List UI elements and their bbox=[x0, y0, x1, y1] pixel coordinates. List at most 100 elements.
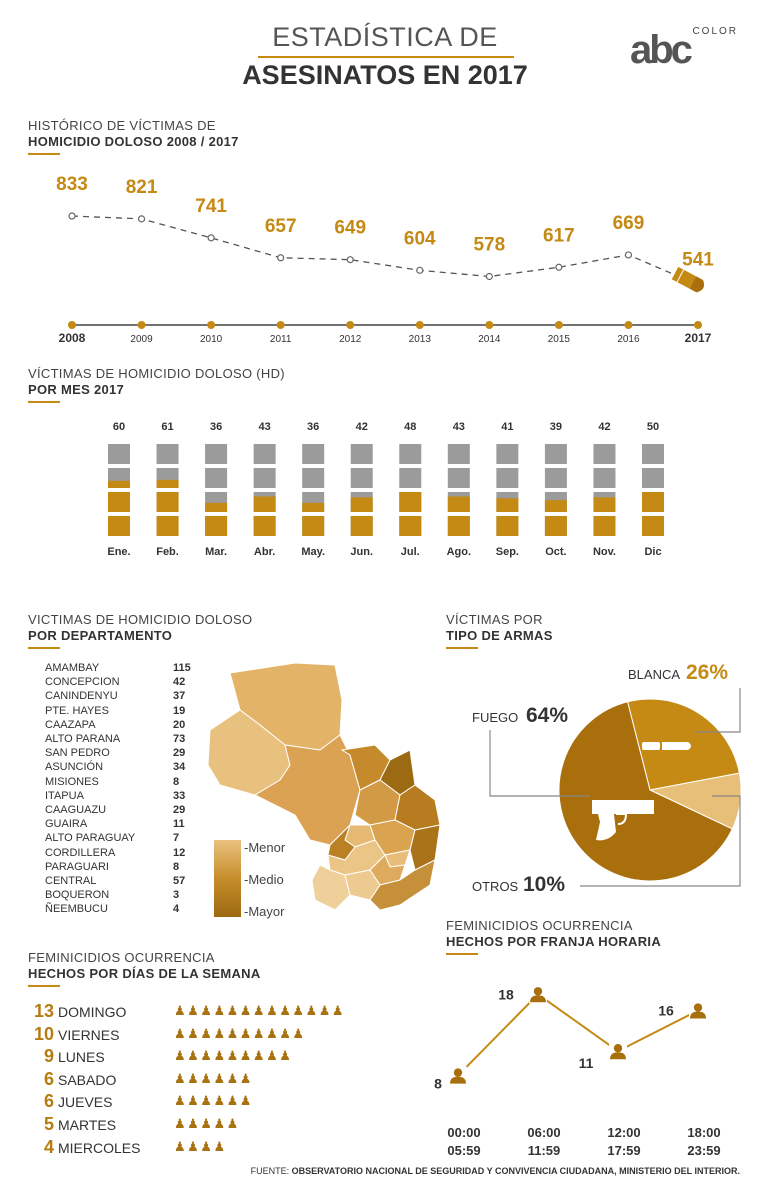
person-marker-body bbox=[530, 995, 546, 1003]
department-name: PARAGUARI bbox=[45, 860, 109, 873]
hours-range-start: 12:00 bbox=[607, 1125, 640, 1140]
month-value-label: 36 bbox=[307, 421, 319, 433]
month-name-label: Abr. bbox=[254, 546, 275, 558]
department-name: ALTO PARAGUAY bbox=[45, 832, 136, 845]
hours-title-line2: HECHOS POR FRANJA HORARIA bbox=[446, 934, 662, 949]
weekday-row: 9 LUNES ♟♟♟♟♟♟♟♟♟ bbox=[28, 1046, 291, 1066]
department-name: BOQUERON bbox=[45, 889, 110, 902]
department-value: 42 bbox=[173, 676, 186, 689]
department-row: MISIONES 8 bbox=[45, 775, 179, 789]
department-row: ASUNCIÓN 34 bbox=[45, 760, 185, 774]
department-row: PARAGUARI 8 bbox=[45, 860, 179, 874]
department-row: ALTO PARANA 73 bbox=[45, 732, 185, 746]
hours-line-chart: 8 00:00 05:59 18 06:00 11:59 11 12:00 17:59 16 18:… bbox=[434, 985, 721, 1158]
department-value: 73 bbox=[173, 733, 186, 745]
historic-point bbox=[68, 212, 76, 220]
map-legend-mid: -Medio bbox=[244, 872, 284, 887]
historic-underline bbox=[28, 153, 60, 155]
historic-year-label: 2017 bbox=[685, 331, 712, 345]
weekday-row: 4 MIERCOLES ♟♟♟♟ bbox=[28, 1136, 225, 1157]
footer-source-text: OBSERVATORIO NACIONAL DE SEGURIDAD Y CON… bbox=[291, 1166, 740, 1176]
person-marker-head bbox=[693, 1003, 703, 1012]
month-bar-fill bbox=[253, 516, 276, 536]
weapons-underline bbox=[446, 647, 478, 649]
department-value: 33 bbox=[173, 789, 186, 802]
hours-range-end: 17:59 bbox=[607, 1143, 640, 1158]
month-name-label: Dic bbox=[644, 546, 661, 558]
historic-value-label: 669 bbox=[613, 213, 645, 234]
department-name: CONCEPCION bbox=[45, 676, 120, 689]
weekday-count: 4 bbox=[43, 1136, 54, 1157]
pie-label-otros: OTROS bbox=[472, 879, 519, 894]
weapons-title-line1: VÍCTIMAS POR bbox=[446, 612, 543, 627]
person-icons: ♟♟♟♟♟♟♟♟♟ bbox=[174, 1048, 293, 1064]
month-name-label: Ago. bbox=[447, 546, 471, 558]
month-bar-fill bbox=[447, 516, 470, 536]
weekday-name: SABADO bbox=[58, 1071, 117, 1088]
weekdays-title: FEMINICIDIOS OCURRENCIA HECHOS POR DÍAS … bbox=[28, 950, 261, 982]
department-value: 19 bbox=[173, 704, 186, 717]
historic-point bbox=[555, 263, 563, 271]
month-bar-fill bbox=[350, 516, 373, 536]
month-bar-fill bbox=[544, 516, 567, 536]
hours-range-end: 11:59 bbox=[528, 1143, 561, 1158]
person-icons: ♟♟♟♟♟♟♟♟♟♟ bbox=[174, 1025, 306, 1041]
month-value-label: 42 bbox=[598, 421, 610, 433]
month-bar-fill bbox=[205, 516, 228, 536]
person-marker-body bbox=[690, 1011, 706, 1019]
month-bar-fill bbox=[205, 502, 228, 512]
month-value-label: 43 bbox=[453, 421, 465, 433]
weekdays-title-line2: HECHOS POR DÍAS DE LA SEMANA bbox=[28, 966, 261, 981]
weekday-count: 10 bbox=[33, 1023, 54, 1044]
weekday-count: 6 bbox=[43, 1068, 54, 1089]
weekday-row: 10 VIERNES ♟♟♟♟♟♟♟♟♟♟ bbox=[28, 1023, 304, 1044]
month-bar-fill bbox=[253, 496, 276, 512]
monthly-underline bbox=[28, 401, 60, 403]
historic-axis-dot bbox=[554, 321, 563, 329]
weekday-count: 6 bbox=[43, 1091, 54, 1112]
pie-label-blanca: BLANCA bbox=[628, 667, 680, 682]
hours-range-end: 23:59 bbox=[687, 1143, 720, 1158]
month-bar-segment bbox=[350, 468, 373, 488]
month-bar-segment bbox=[350, 444, 373, 464]
pie-percent-blanca: 26% bbox=[686, 661, 728, 684]
month-bar-segment bbox=[447, 468, 470, 488]
paraguay-map bbox=[207, 662, 441, 911]
weekday-row: 5 MARTES ♟♟♟♟♟ bbox=[28, 1114, 238, 1134]
month-bar-segment bbox=[205, 444, 228, 464]
month-bar-fill bbox=[593, 497, 616, 512]
month-bar-fill bbox=[302, 502, 325, 512]
month-name-label: Oct. bbox=[545, 546, 566, 558]
hours-title-line1: FEMINICIDIOS OCURRENCIA bbox=[446, 918, 633, 933]
month-bar-fill bbox=[544, 500, 567, 512]
department-row: CENTRAL 57 bbox=[45, 874, 185, 888]
departments-title: VICTIMAS DE HOMICIDIO DOLOSO POR DEPARTA… bbox=[28, 612, 252, 644]
title-divider bbox=[258, 56, 514, 58]
department-name: AMAMBAY bbox=[45, 662, 100, 674]
month-bar-segment bbox=[205, 468, 228, 488]
departments-title-line1: VICTIMAS DE HOMICIDIO DOLOSO bbox=[28, 612, 253, 627]
hours-value-label: 16 bbox=[658, 1003, 674, 1019]
month-bar-fill bbox=[447, 496, 470, 512]
weekday-count: 5 bbox=[43, 1114, 54, 1134]
historic-axis-dot bbox=[68, 321, 76, 329]
department-row: CONCEPCION 42 bbox=[45, 675, 185, 689]
hours-value-label: 11 bbox=[579, 1055, 594, 1071]
bullet-tip bbox=[689, 276, 705, 293]
map-legend-gradient bbox=[214, 840, 241, 917]
weekday-name: LUNES bbox=[58, 1049, 105, 1066]
department-row: SAN PEDRO 29 bbox=[45, 746, 185, 760]
person-marker-icon bbox=[529, 985, 547, 1004]
month-name-label: Mar. bbox=[205, 546, 227, 558]
department-name: PTE. HAYES bbox=[45, 704, 109, 717]
hours-range-start: 18:00 bbox=[687, 1125, 720, 1140]
historic-point bbox=[485, 272, 493, 281]
historic-trend-line bbox=[71, 215, 677, 278]
month-bar-segment bbox=[593, 468, 616, 488]
department-value: 57 bbox=[173, 875, 186, 887]
historic-title-line2: HOMICIDIO DOLOSO 2008 / 2017 bbox=[28, 134, 239, 149]
month-bar-fill bbox=[108, 492, 130, 512]
pie-percent-otros: 10% bbox=[523, 873, 565, 896]
department-row: ÑEEMBUCU 4 bbox=[45, 902, 179, 916]
month-name-label: Jun. bbox=[350, 546, 373, 558]
